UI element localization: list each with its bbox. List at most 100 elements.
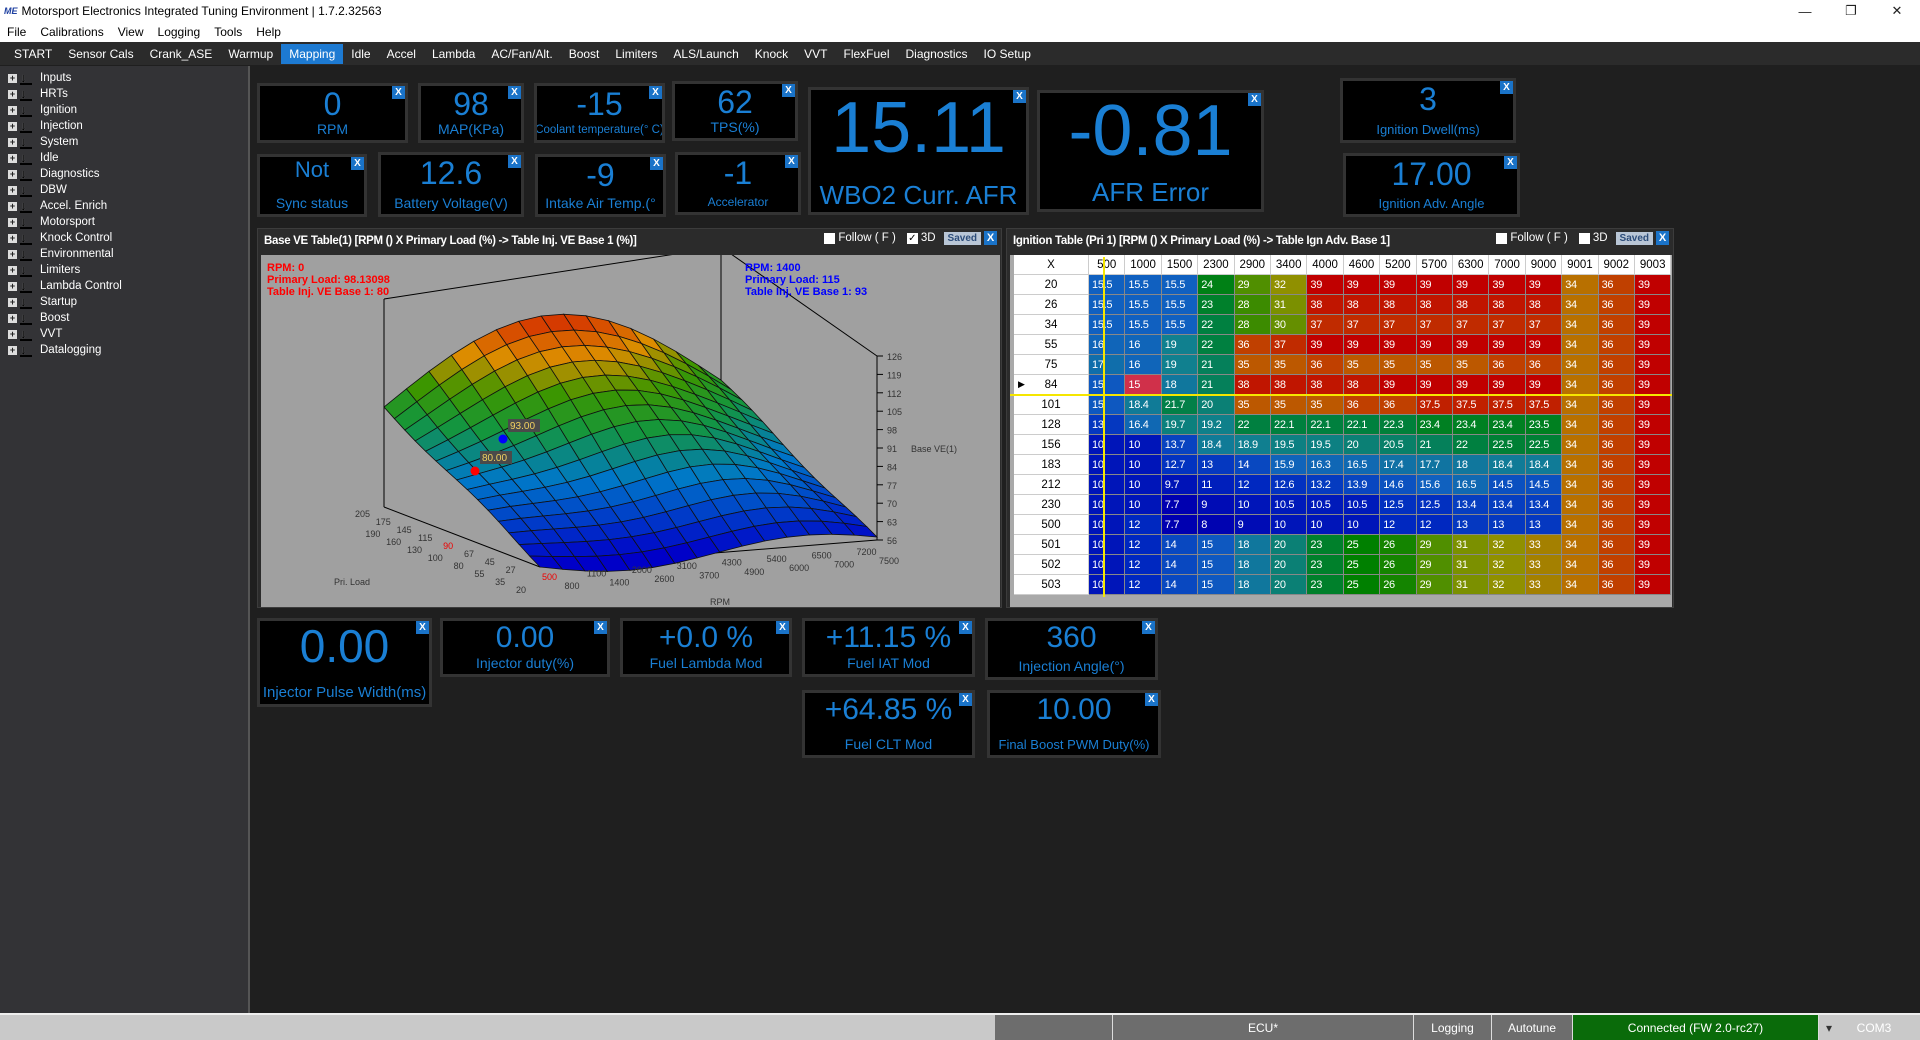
table-cell[interactable]: 36 — [1599, 295, 1635, 315]
table-cell[interactable]: 34 — [1562, 375, 1598, 395]
expand-icon[interactable]: + — [8, 122, 17, 131]
menu-tools[interactable]: Tools — [207, 25, 249, 39]
table-cell[interactable]: 39 — [1635, 435, 1671, 455]
row-header-load[interactable]: 501 — [1014, 535, 1089, 555]
table-cell[interactable]: 39 — [1526, 275, 1562, 295]
table-cell[interactable]: 36 — [1235, 335, 1271, 355]
table-cell[interactable]: 10 — [1125, 495, 1161, 515]
table-cell[interactable]: 18.9 — [1235, 435, 1271, 455]
column-header-rpm[interactable]: 5200 — [1380, 255, 1416, 275]
table-cell[interactable]: 23 — [1307, 555, 1343, 575]
table-cell[interactable]: 38 — [1271, 375, 1307, 395]
blue-cursor-marker[interactable] — [499, 435, 508, 444]
table-cell[interactable]: 15.5 — [1089, 295, 1125, 315]
table-cell[interactable]: 15.5 — [1162, 315, 1198, 335]
table-cell[interactable]: 22.1 — [1271, 415, 1307, 435]
restore-button[interactable]: ❐ — [1828, 0, 1874, 22]
row-header-load[interactable]: 26 — [1014, 295, 1089, 315]
ecu-status[interactable]: ECU* — [1113, 1015, 1414, 1040]
table-cell[interactable]: 39 — [1635, 315, 1671, 335]
column-header-rpm[interactable]: 6300 — [1453, 255, 1489, 275]
close-gauge-button[interactable]: X — [416, 621, 429, 634]
row-header-load[interactable]: 503 — [1014, 575, 1089, 595]
table-cell[interactable]: 39 — [1635, 375, 1671, 395]
row-header-load[interactable]: 20 — [1014, 275, 1089, 295]
tab-mapping[interactable]: Mapping — [281, 44, 343, 64]
expand-icon[interactable]: + — [8, 170, 17, 179]
table-cell[interactable]: 21 — [1417, 435, 1453, 455]
table-cell[interactable]: 14 — [1162, 555, 1198, 575]
table-cell[interactable]: 34 — [1562, 415, 1598, 435]
column-header-rpm[interactable]: 5700 — [1417, 255, 1453, 275]
table-cell[interactable]: 36 — [1599, 395, 1635, 415]
table-cell[interactable]: 23 — [1307, 575, 1343, 595]
table-cell[interactable]: 19.2 — [1198, 415, 1234, 435]
tab-start[interactable]: START — [6, 44, 60, 64]
table-cell[interactable]: 21 — [1198, 355, 1234, 375]
table-cell[interactable]: 19.5 — [1271, 435, 1307, 455]
table-cell[interactable]: 37 — [1307, 315, 1343, 335]
table-cell[interactable]: 35 — [1344, 355, 1380, 375]
table-cell[interactable]: 34 — [1562, 355, 1598, 375]
table-cell[interactable]: 10 — [1089, 475, 1125, 495]
menu-calibrations[interactable]: Calibrations — [33, 25, 110, 39]
table-cell[interactable]: 12 — [1380, 515, 1416, 535]
table-cell[interactable]: 33 — [1526, 555, 1562, 575]
expand-icon[interactable]: + — [8, 330, 17, 339]
table-cell[interactable]: 12 — [1125, 515, 1161, 535]
table-cell[interactable]: 38 — [1344, 295, 1380, 315]
close-gauge-button[interactable]: X — [594, 621, 607, 634]
menu-logging[interactable]: Logging — [151, 25, 208, 39]
table-cell[interactable]: 38 — [1344, 375, 1380, 395]
table-cell[interactable]: 15.5 — [1125, 315, 1161, 335]
table-cell[interactable]: 39 — [1635, 395, 1671, 415]
table-cell[interactable]: 36 — [1526, 355, 1562, 375]
table-cell[interactable]: 18.4 — [1526, 455, 1562, 475]
table-cell[interactable]: 34 — [1562, 315, 1598, 335]
table-cell[interactable]: 22 — [1198, 335, 1234, 355]
table-cell[interactable]: 26 — [1380, 535, 1416, 555]
column-header-rpm[interactable]: 1000 — [1125, 255, 1161, 275]
table-cell[interactable]: 12.6 — [1271, 475, 1307, 495]
table-cell[interactable]: 14 — [1162, 535, 1198, 555]
table-cell[interactable]: 16.5 — [1344, 455, 1380, 475]
tab-als-launch[interactable]: ALS/Launch — [665, 44, 746, 64]
sidebar-item-system[interactable]: +↓System — [8, 134, 78, 150]
table-cell[interactable]: 12.7 — [1162, 455, 1198, 475]
expand-icon[interactable]: + — [8, 202, 17, 211]
sidebar-item-knock-control[interactable]: +↓Knock Control — [8, 230, 112, 246]
table-cell[interactable]: 18 — [1235, 535, 1271, 555]
table-cell[interactable]: 23 — [1198, 295, 1234, 315]
close-gauge-button[interactable]: X — [1142, 621, 1155, 634]
expand-icon[interactable]: + — [8, 186, 17, 195]
sidebar-item-environmental[interactable]: +↓Environmental — [8, 246, 114, 262]
expand-icon[interactable]: + — [8, 106, 17, 115]
table-cell[interactable]: 34 — [1562, 295, 1598, 315]
table-cell[interactable]: 25 — [1344, 535, 1380, 555]
table-cell[interactable]: 35 — [1271, 395, 1307, 415]
table-cell[interactable]: 39 — [1417, 275, 1453, 295]
table-cell[interactable]: 39 — [1635, 455, 1671, 475]
column-header-rpm[interactable]: 9000 — [1526, 255, 1562, 275]
table-cell[interactable]: 18.4 — [1198, 435, 1234, 455]
tab-diagnostics[interactable]: Diagnostics — [898, 44, 976, 64]
table-cell[interactable]: 13 — [1198, 455, 1234, 475]
close-gauge-button[interactable]: X — [508, 155, 521, 168]
table-cell[interactable]: 36 — [1599, 475, 1635, 495]
table-cell[interactable]: 36 — [1344, 395, 1380, 415]
row-header-load[interactable]: 128 — [1014, 415, 1089, 435]
table-cell[interactable]: 22.1 — [1344, 415, 1380, 435]
table-cell[interactable]: 39 — [1453, 335, 1489, 355]
table-cell[interactable]: 10 — [1089, 495, 1125, 515]
table-cell[interactable]: 20.5 — [1380, 435, 1416, 455]
table-cell[interactable]: 15 — [1089, 375, 1125, 395]
table-cell[interactable]: 10 — [1125, 455, 1161, 475]
table-cell[interactable]: 32 — [1489, 535, 1525, 555]
table-cell[interactable]: 22.5 — [1489, 435, 1525, 455]
table-cell[interactable]: 37.5 — [1489, 395, 1525, 415]
table-cell[interactable]: 38 — [1307, 295, 1343, 315]
table-cell[interactable]: 38 — [1453, 295, 1489, 315]
table-cell[interactable]: 33 — [1526, 575, 1562, 595]
table-cell[interactable]: 23.4 — [1489, 415, 1525, 435]
tab-accel[interactable]: Accel — [379, 44, 424, 64]
